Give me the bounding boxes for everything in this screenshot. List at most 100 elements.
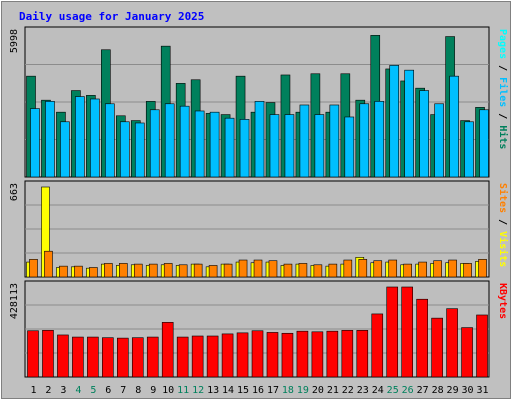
bar-kbytes-day-30 [461, 327, 473, 378]
bar-files-day-23 [359, 103, 370, 178]
bar-kbytes-day-16 [251, 330, 264, 378]
x-tick-label-day-6: 6 [105, 385, 111, 396]
panel-pages-files-hits: 5998 [9, 26, 490, 178]
bar-sites-day-16 [253, 259, 263, 278]
bar-files-day-15 [239, 119, 250, 178]
bar-files-day-8 [134, 122, 145, 178]
bar-kbytes-day-27 [416, 298, 428, 378]
bar-kbytes-day-26 [401, 286, 413, 378]
x-tick-label-day-5: 5 [90, 385, 96, 396]
bar-sites-day-25 [388, 259, 398, 278]
bar-files-day-5 [90, 98, 100, 178]
bar-files-day-25 [389, 65, 400, 178]
bar-kbytes-day-22 [341, 330, 354, 378]
bar-kbytes-day-8 [131, 337, 144, 378]
bar-kbytes-day-7 [117, 337, 129, 378]
bar-kbytes-day-11 [176, 336, 189, 378]
bar-kbytes-day-21 [326, 330, 339, 378]
x-tick-label-day-30: 30 [462, 385, 474, 396]
x-tick-label-day-13: 13 [207, 385, 219, 396]
series-axis-label-part: Visits [497, 231, 509, 267]
bar-kbytes-day-13 [206, 335, 219, 378]
x-tick-label-day-9: 9 [150, 385, 156, 396]
bar-sites-day-30 [463, 263, 472, 278]
bar-files-day-13 [209, 111, 220, 178]
bar-files-day-3 [60, 121, 70, 178]
bar-files-day-20 [314, 114, 325, 178]
x-tick-label-day-28: 28 [432, 385, 444, 396]
bar-kbytes-day-31 [476, 314, 488, 378]
bar-sites-day-8 [133, 263, 143, 278]
x-tick-label-day-1: 1 [30, 385, 36, 396]
bar-sites-day-13 [208, 265, 218, 278]
bar-kbytes-day-2 [42, 330, 54, 378]
panel-max-label: 5998 [9, 29, 20, 53]
panel-kbytes: 428113 [9, 280, 490, 378]
bar-sites-day-18 [283, 263, 293, 278]
x-tick-label-day-23: 23 [357, 385, 369, 396]
x-tick-label-day-16: 16 [252, 385, 264, 396]
x-tick-label-day-17: 17 [267, 385, 279, 396]
series-axis-label: Sites / Visits [497, 183, 509, 267]
x-tick-label-day-10: 10 [162, 385, 174, 396]
series-axis-label: KBytes [497, 283, 508, 319]
bar-files-day-31 [479, 109, 489, 178]
bar-sites-day-20 [313, 264, 323, 278]
bar-files-day-7 [120, 121, 130, 178]
bar-kbytes-day-19 [296, 330, 309, 378]
bar-kbytes-day-12 [191, 335, 204, 378]
series-axis-label-part: Sites [497, 183, 509, 213]
bar-sites-day-27 [418, 261, 427, 278]
bar-files-day-22 [344, 116, 355, 178]
bar-sites-day-31 [478, 259, 487, 278]
x-tick-label-day-12: 12 [192, 385, 204, 396]
bar-files-day-2 [45, 101, 55, 178]
bar-sites-day-14 [223, 263, 233, 278]
bar-kbytes-day-20 [311, 331, 324, 378]
bar-files-day-1 [30, 108, 40, 178]
bar-files-day-4 [75, 96, 85, 178]
panel-sites-visits: 663 [9, 180, 490, 278]
bar-files-day-17 [269, 114, 280, 178]
x-tick-label-day-4: 4 [75, 385, 81, 396]
x-tick-label-day-26: 26 [402, 385, 414, 396]
bar-kbytes-day-18 [281, 332, 294, 378]
bar-kbytes-day-10 [161, 322, 174, 378]
panel-max-label: 663 [9, 183, 20, 201]
x-tick-label-day-15: 15 [237, 385, 249, 396]
x-tick-label-day-27: 27 [417, 385, 429, 396]
bar-sites-day-5 [89, 267, 98, 278]
x-tick-label-day-22: 22 [342, 385, 354, 396]
chart-panels: 5998 663 428113 Pages / Files / Hits Sites /… [9, 26, 509, 378]
bar-files-day-19 [299, 104, 310, 178]
bar-sites-day-9 [148, 263, 158, 278]
bar-kbytes-day-9 [146, 336, 159, 378]
x-tick-label-day-8: 8 [135, 385, 141, 396]
series-axis-label: Pages / Files / Hits [497, 29, 509, 149]
bar-kbytes-day-24 [371, 313, 384, 378]
bar-sites-day-21 [328, 263, 338, 278]
bar-sites-day-28 [433, 260, 442, 278]
bar-sites-day-29 [448, 259, 457, 278]
x-tick-label-day-25: 25 [387, 385, 399, 396]
bar-files-day-27 [419, 90, 429, 178]
bar-files-day-21 [329, 104, 340, 178]
bar-files-day-11 [179, 105, 190, 178]
bar-kbytes-day-23 [356, 330, 369, 378]
bar-sites-day-10 [163, 263, 173, 278]
x-tick-label-day-2: 2 [45, 385, 51, 396]
bar-sites-day-24 [373, 260, 383, 278]
bar-sites-day-2 [44, 250, 53, 278]
bar-kbytes-day-3 [57, 334, 69, 378]
bar-sites-day-4 [74, 265, 83, 278]
chart-title: Daily usage for January 2025 [19, 10, 204, 23]
bar-sites-day-3 [59, 265, 68, 278]
x-axis-tick-labels: 1 2 3 4 5 6 7 8 9 10 11 12 13 14 15 16 17 18 19 20 21 22 23 24 2… [30, 385, 488, 396]
bar-files-day-30 [464, 121, 474, 178]
bar-kbytes-day-25 [386, 286, 399, 378]
x-tick-label-day-11: 11 [177, 385, 189, 396]
bar-sites-day-17 [268, 260, 278, 278]
x-tick-label-day-14: 14 [222, 385, 234, 396]
